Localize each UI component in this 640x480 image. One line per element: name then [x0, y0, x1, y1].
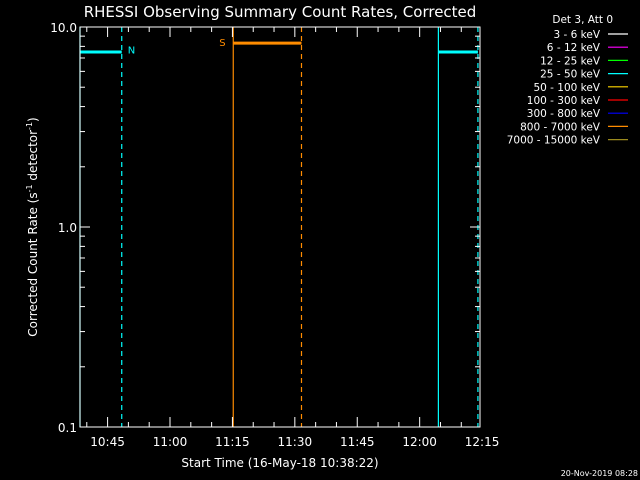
- legend-header: Det 3, Att 0: [552, 14, 613, 26]
- y-axis-label-sup1: -1: [25, 184, 34, 192]
- legend-entry-label: 12 - 25 keV: [540, 55, 601, 67]
- y-tick-label: 0.1: [58, 421, 77, 435]
- y-axis-ticks: 0.1 1.0 10.0: [50, 21, 480, 435]
- legend-entry-label: 25 - 50 keV: [540, 69, 601, 81]
- legend-entry-label: 7000 - 15000 keV: [507, 135, 601, 147]
- legend-entry-label: 3 - 6 keV: [553, 29, 600, 41]
- x-tick-label: 11:45: [340, 435, 375, 449]
- footer-date: 20-Nov-2019 08:28: [561, 469, 638, 478]
- y-axis-label-mid: detector: [26, 130, 40, 185]
- y-axis-label: Corrected Count Rate (s-1 detector-1): [25, 117, 40, 336]
- x-tick-label: 10:45: [90, 435, 125, 449]
- x-tick-label: 12:00: [402, 435, 437, 449]
- annotation-label: N: [128, 45, 135, 56]
- plot-frame: [79, 26, 481, 428]
- legend-entry-label: 300 - 800 keV: [527, 108, 601, 120]
- y-tick-label: 10.0: [50, 21, 77, 35]
- x-tick-label: 11:15: [215, 435, 250, 449]
- y-axis-label-main: Corrected Count Rate (s: [26, 192, 40, 336]
- y-axis-label-sup2: -1: [25, 122, 34, 130]
- data-series: [80, 41, 478, 54]
- legend-entry-label: 100 - 300 keV: [527, 95, 601, 107]
- legend-entry-label: 6 - 12 keV: [547, 42, 601, 54]
- x-axis-ticks: 10:45 11:00 11:15 11:30 11:45 12:00 12:15: [86, 27, 500, 449]
- legend-entry-label: 50 - 100 keV: [533, 82, 600, 94]
- x-axis-label: Start Time (16-May-18 10:38:22): [181, 456, 378, 470]
- y-tick-label: 1.0: [58, 221, 77, 235]
- annotation-label: S: [219, 38, 225, 49]
- annotations: NS: [128, 38, 226, 56]
- x-tick-label: 11:30: [278, 435, 313, 449]
- x-tick-label: 12:15: [465, 435, 500, 449]
- chart-title: RHESSI Observing Summary Count Rates, Co…: [84, 3, 477, 21]
- time-markers: [79, 27, 479, 427]
- legend-entry-label: 800 - 7000 keV: [520, 121, 601, 133]
- y-axis-label-end: ): [26, 117, 40, 122]
- x-tick-label: 11:00: [153, 435, 188, 449]
